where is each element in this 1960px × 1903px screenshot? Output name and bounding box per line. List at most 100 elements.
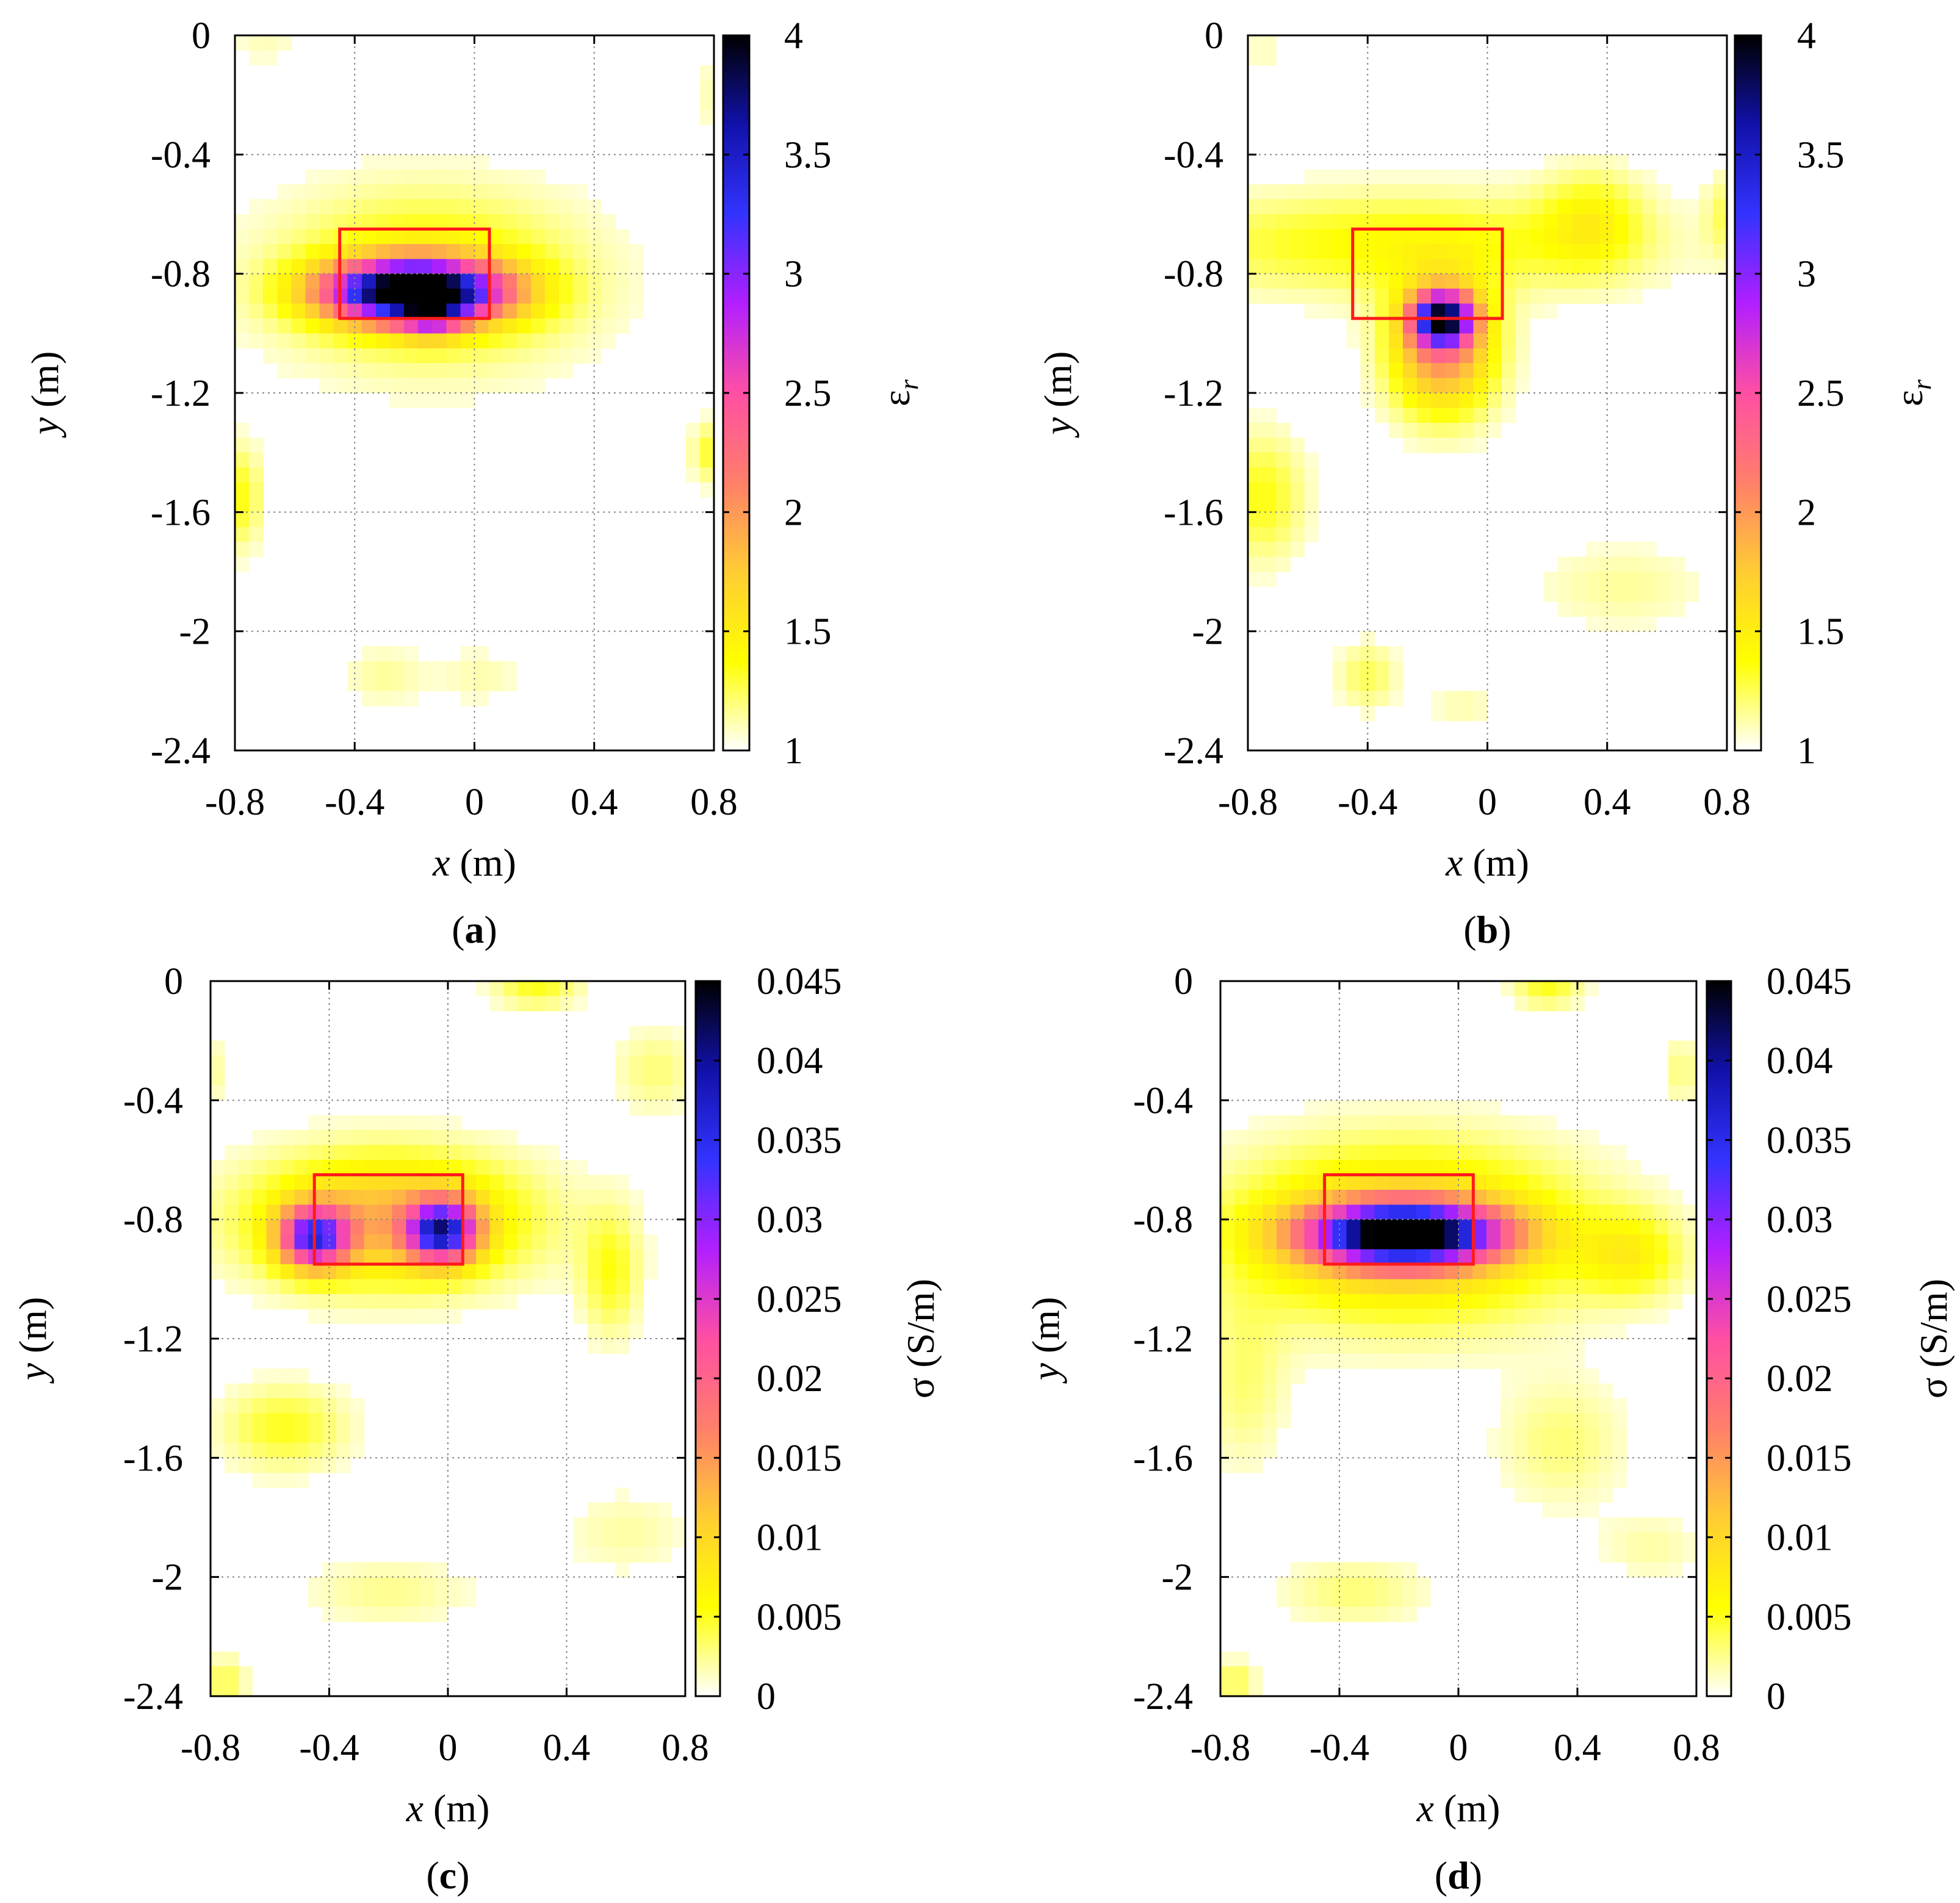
x-tick-label: -0.4 (299, 1727, 359, 1769)
heatmap-cell (1276, 289, 1291, 304)
heatmap-cell (1472, 1339, 1487, 1354)
heatmap-cell (361, 348, 377, 364)
heatmap-cell (252, 1160, 267, 1176)
heatmap-cell (1684, 572, 1699, 588)
heatmap-cell (364, 1130, 379, 1146)
colorbar-tick-label: 0.04 (757, 1040, 823, 1082)
heatmap-cell (375, 154, 391, 170)
heatmap-cell (1486, 1339, 1501, 1354)
heatmap-cell (235, 482, 250, 498)
heatmap-cell (322, 1293, 337, 1309)
heatmap-cell (249, 527, 264, 542)
heatmap-cell (1654, 1219, 1669, 1235)
heatmap-cell (1444, 1115, 1459, 1131)
heatmap-cell (1500, 1293, 1515, 1309)
heatmap-cell (249, 452, 264, 468)
heatmap-cell (1628, 572, 1643, 588)
heatmap-cell (1360, 333, 1375, 349)
heatmap-cell (1486, 1249, 1501, 1265)
heatmap-cell (1556, 1368, 1571, 1384)
y-axis-label: y (m) (1036, 351, 1079, 439)
heatmap-cell (699, 408, 715, 423)
heatmap-cell (530, 378, 546, 394)
heatmap-cell (1542, 1398, 1557, 1414)
heatmap-cell (252, 1175, 267, 1190)
heatmap-cell (305, 169, 320, 185)
heatmap-cell (1684, 243, 1699, 259)
heatmap-cell (1304, 1279, 1319, 1295)
heatmap-cell (1318, 259, 1333, 275)
x-tick-label: -0.8 (181, 1727, 240, 1769)
heatmap-cell (1557, 259, 1573, 275)
heatmap-cell (1431, 199, 1446, 215)
heatmap-cell (1640, 1293, 1655, 1309)
heatmap-cell (1515, 184, 1530, 200)
heatmap-cell (629, 273, 644, 289)
heatmap-cell (252, 1472, 267, 1488)
heatmap-cell (1486, 1115, 1501, 1131)
heatmap-cell (235, 243, 250, 259)
heatmap-cell (1473, 303, 1488, 319)
panel-label-open: ( (426, 1854, 439, 1897)
heatmap-cell (361, 169, 377, 185)
heatmap-cell (657, 1547, 672, 1563)
heatmap-cell (1500, 1234, 1515, 1250)
heatmap-cell (1514, 1413, 1529, 1429)
heatmap-cell (1514, 1488, 1529, 1503)
heatmap-cell (1248, 1428, 1263, 1444)
heatmap-cell (277, 348, 292, 364)
heatmap-cell (488, 675, 503, 691)
heatmap-cell (573, 229, 588, 245)
heatmap-cell (1276, 1592, 1291, 1608)
heatmap-cell (1612, 1309, 1627, 1325)
y-axis-label: y (m) (11, 1297, 54, 1384)
heatmap-cell (1304, 1339, 1319, 1354)
heatmap-cell (252, 1293, 267, 1309)
panel-label-close: ) (1469, 1854, 1482, 1897)
heatmap-cell (1318, 1592, 1333, 1608)
heatmap-cell (305, 363, 320, 379)
heatmap-cell (280, 1160, 295, 1176)
heatmap-cell (1626, 1517, 1641, 1533)
colorbar-tick-label: 0 (757, 1676, 776, 1718)
heatmap-cell (235, 556, 250, 572)
heatmap-cell (699, 110, 715, 126)
heatmap-cell (1248, 1175, 1263, 1190)
heatmap-cell (601, 289, 616, 304)
heatmap-cell (1528, 1249, 1543, 1265)
heatmap-cell (475, 1279, 491, 1295)
heatmap-cell (1542, 1160, 1557, 1176)
heatmap-cell (502, 318, 517, 334)
heatmap-cell (1248, 556, 1263, 572)
heatmap-cell (475, 1204, 491, 1220)
heatmap-cell (1628, 214, 1643, 230)
heatmap-cell (544, 214, 560, 230)
heatmap-cell (336, 1145, 351, 1160)
heatmap-cell (1416, 1309, 1431, 1325)
y-tick-label: -1.6 (1133, 1437, 1193, 1479)
heatmap-cell (392, 1189, 406, 1205)
heatmap-cell (1612, 1264, 1627, 1279)
heatmap-cell (392, 1145, 406, 1160)
heatmap-cell (1388, 273, 1403, 289)
heatmap-cell (1262, 1279, 1277, 1295)
heatmap-cell (280, 1398, 295, 1414)
heatmap-cell (1614, 556, 1629, 572)
heatmap-cell (1318, 1160, 1333, 1176)
heatmap-cell (418, 675, 433, 691)
heatmap-cell (615, 1264, 630, 1279)
heatmap-cell (1360, 1189, 1375, 1205)
heatmap-cell (1542, 1204, 1557, 1220)
heatmap-cell (1473, 378, 1488, 394)
heatmap-cell (1430, 1219, 1445, 1235)
heatmap-cell (432, 675, 447, 691)
heatmap-cell (1374, 303, 1389, 319)
heatmap-cell (280, 1130, 295, 1146)
heatmap-cell (1346, 1309, 1361, 1325)
heatmap-cell (1332, 1323, 1347, 1339)
heatmap-cell (502, 333, 517, 349)
heatmap-cell (503, 1189, 519, 1205)
heatmap-cell (1220, 1309, 1235, 1325)
heatmap-cell (375, 646, 391, 662)
heatmap-cell (1514, 1353, 1529, 1369)
